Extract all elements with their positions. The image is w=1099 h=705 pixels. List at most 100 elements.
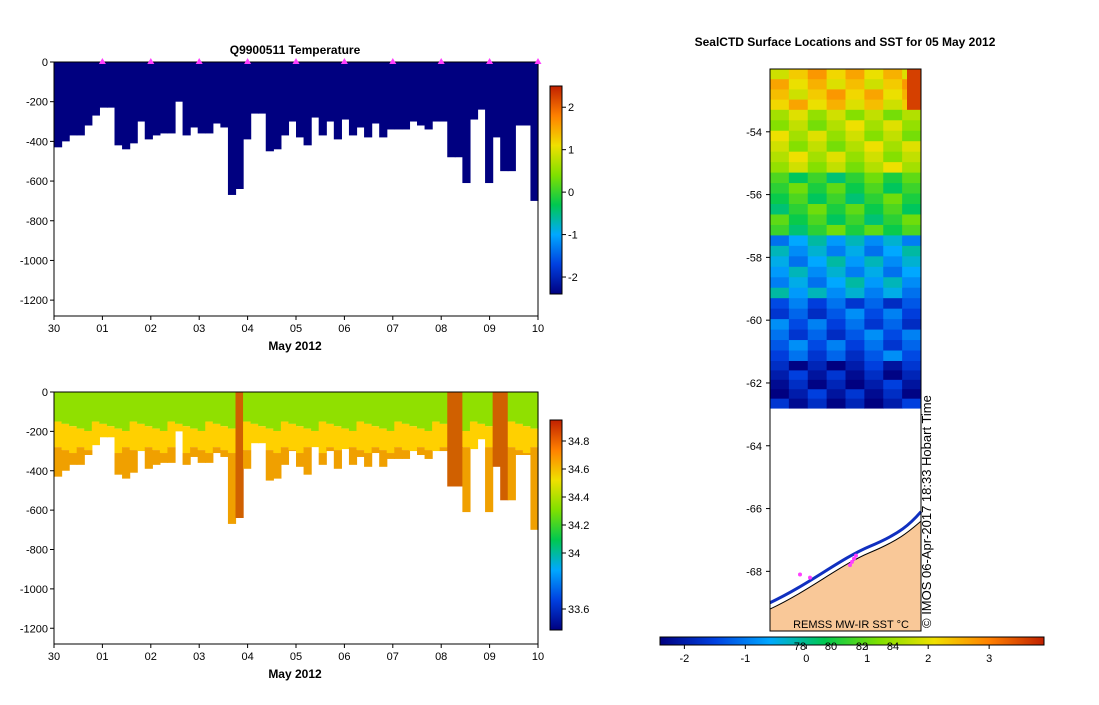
temperature-profile-bar bbox=[515, 62, 524, 126]
sst-cell bbox=[864, 256, 884, 268]
sst-cell bbox=[845, 69, 865, 80]
y-tick-label: -1200 bbox=[20, 295, 48, 307]
sst-cell bbox=[770, 214, 790, 226]
sst-cell bbox=[864, 130, 884, 142]
salinity-deep-cell bbox=[114, 453, 123, 475]
temperature-profile-bar bbox=[122, 62, 131, 150]
sst-cell bbox=[883, 360, 903, 371]
salinity-surface-cell bbox=[265, 392, 274, 429]
sst-cell bbox=[845, 256, 865, 268]
profile-marker bbox=[98, 58, 106, 64]
salinity-surface-cell bbox=[311, 392, 320, 431]
sst-cell bbox=[807, 308, 828, 320]
sst-cell bbox=[788, 120, 809, 132]
sst-cell bbox=[788, 329, 809, 341]
sst-cell bbox=[826, 99, 846, 111]
seal-location bbox=[848, 563, 852, 568]
sst-cell bbox=[788, 319, 809, 331]
salinity-surface-cell bbox=[258, 392, 267, 427]
sst-cell bbox=[864, 235, 884, 247]
salinity-deep-cell bbox=[333, 450, 342, 469]
temperature-colorbar-ticks: 2 1 0 -1 -2 bbox=[562, 102, 578, 284]
sst-cell bbox=[826, 79, 846, 90]
salinity-mid-cell bbox=[227, 428, 237, 454]
sst-cell bbox=[788, 287, 809, 299]
salinity-mid-cell bbox=[409, 426, 418, 452]
salinity-deep-cell bbox=[303, 447, 312, 475]
sst-cell bbox=[864, 379, 884, 390]
temperature-profile-bar bbox=[76, 62, 85, 136]
sst-cell bbox=[770, 266, 790, 278]
sst-cell bbox=[883, 379, 903, 390]
x-tick-label: 30 bbox=[48, 651, 60, 663]
salinity-deep-cell bbox=[288, 450, 297, 452]
salinity-surface-cell bbox=[288, 392, 297, 424]
salinity-surface-cell bbox=[99, 392, 108, 424]
profile-marker bbox=[244, 58, 252, 64]
sst-cell bbox=[845, 398, 865, 409]
sst-cell bbox=[826, 370, 846, 381]
sst-cell bbox=[902, 172, 922, 184]
sst-cell bbox=[845, 287, 865, 299]
temperature-profile-bar bbox=[447, 62, 456, 158]
seal-location bbox=[808, 575, 812, 580]
sst-cell bbox=[883, 298, 903, 310]
sst-cell bbox=[864, 69, 884, 80]
sst-cell bbox=[770, 120, 790, 132]
y-tick-label: -600 bbox=[26, 505, 48, 517]
profile-marker bbox=[147, 58, 155, 64]
salinity-surface-cell bbox=[530, 392, 539, 429]
sst-cell bbox=[770, 379, 790, 390]
sst-cell bbox=[807, 360, 828, 371]
temperature-profile-bar bbox=[205, 62, 214, 134]
sst-cell bbox=[788, 172, 809, 184]
sst-cell bbox=[788, 69, 809, 80]
sst-cell bbox=[845, 99, 865, 111]
salinity-deep-cell bbox=[84, 450, 93, 455]
salinity-surface-cell bbox=[515, 392, 524, 424]
seal-location bbox=[850, 559, 854, 564]
temperature-profile-bar bbox=[379, 62, 388, 138]
temperature-profile-bar bbox=[364, 62, 373, 138]
salinity-surface-cell bbox=[106, 392, 116, 427]
sst-cell bbox=[845, 120, 865, 132]
salinity-axes: 0 -200 -400 -600 -800 -1000 -1200 30 01 02 03 04 05 0… bbox=[20, 387, 544, 663]
sst-cell bbox=[902, 379, 922, 390]
salinity-deep-cell bbox=[182, 453, 191, 465]
salinity-surface-cell bbox=[333, 392, 342, 427]
sst-cell bbox=[883, 130, 903, 142]
salinity-surface-cell bbox=[190, 392, 199, 429]
seal-location bbox=[854, 553, 858, 558]
sst-cell bbox=[883, 308, 903, 320]
temperature-profile-bar bbox=[273, 62, 282, 150]
sst-cell bbox=[864, 79, 884, 90]
temperature-profile-bar bbox=[227, 62, 237, 195]
temperature-profile-bar bbox=[190, 62, 199, 128]
temperature-profile-bar bbox=[507, 62, 516, 172]
temperature-profile-bar bbox=[84, 62, 93, 126]
salinity-surface-cell bbox=[364, 392, 373, 424]
sst-cell bbox=[826, 298, 846, 310]
salinity-surface-cell bbox=[394, 392, 403, 422]
sst-cell bbox=[883, 329, 903, 341]
salinity-deep-cell bbox=[167, 447, 176, 463]
sst-cell bbox=[864, 183, 884, 195]
y-tick-label: -400 bbox=[26, 136, 48, 148]
sst-cell bbox=[883, 141, 903, 153]
temperature-profile-bar bbox=[220, 62, 229, 128]
sst-cell bbox=[864, 398, 884, 409]
temperature-profile-bar bbox=[341, 62, 350, 120]
colorbar-tick-label: 34 bbox=[568, 548, 580, 560]
salinity-mid-cell bbox=[197, 430, 206, 451]
salinity-mid-cell bbox=[507, 421, 516, 448]
salinity-deep-cell bbox=[76, 447, 85, 465]
salinity-surface-cell bbox=[341, 392, 350, 429]
colorbar-tick-label: 1 bbox=[864, 653, 870, 665]
salinity-anomaly-bar bbox=[235, 392, 244, 518]
temperature-profile-bar bbox=[356, 62, 365, 128]
salinity-deep-cell bbox=[462, 447, 471, 513]
sst-cell bbox=[826, 266, 846, 278]
salinity-anomaly-bar bbox=[492, 392, 501, 467]
salinity-mid-cell bbox=[61, 423, 70, 451]
salinity-surface-cell bbox=[243, 392, 252, 422]
